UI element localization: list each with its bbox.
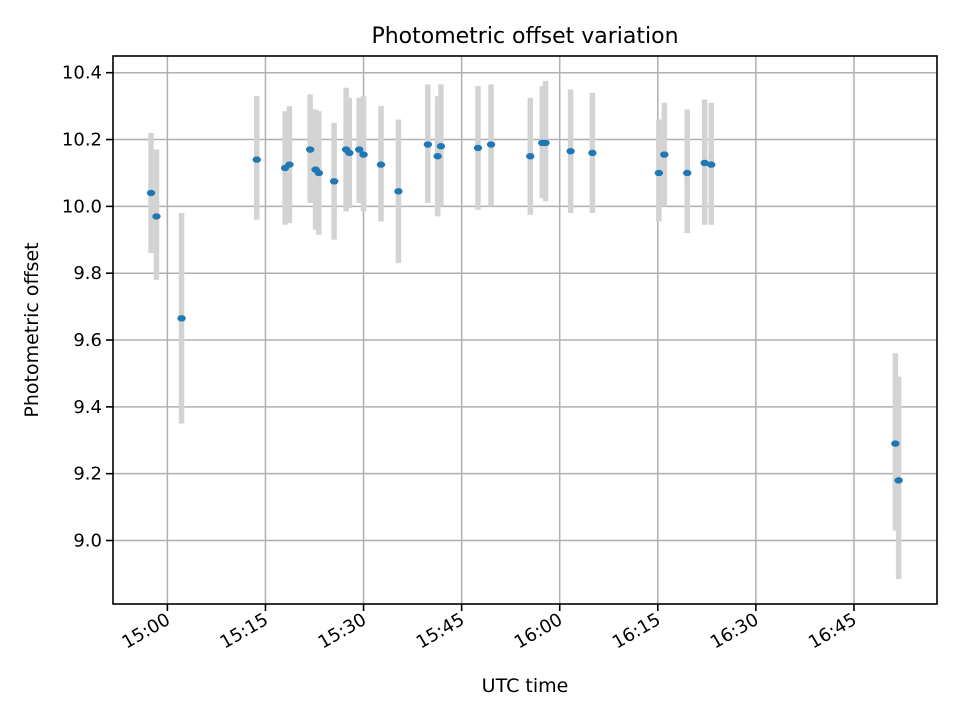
y-axis-ticks: 9.0 9.2 9.4 9.6 9.8 10.0 10.2 10.4: [62, 63, 113, 552]
data-point: [305, 146, 315, 153]
data-point: [394, 188, 403, 195]
data-point: [588, 149, 597, 157]
data-point: [706, 161, 716, 168]
x-tick-label: 15:30: [315, 609, 370, 653]
x-tick-label: 15:45: [413, 609, 468, 653]
data-point: [486, 141, 496, 148]
data-point: [541, 139, 550, 147]
data-point: [423, 141, 433, 148]
data-point: [433, 153, 442, 160]
x-tick-label: 16:30: [707, 609, 762, 653]
data-points: [146, 139, 903, 484]
data-point: [683, 169, 692, 177]
plot-frame: [112, 55, 938, 605]
data-point: [526, 153, 535, 160]
data-point: [152, 213, 161, 220]
data-point: [359, 151, 368, 158]
data-point: [660, 151, 669, 158]
data-point: [376, 161, 386, 168]
chart-title: Photometric offset variation: [371, 24, 678, 49]
y-tick-label: 10.2: [62, 130, 102, 151]
data-point: [894, 477, 903, 484]
data-point: [177, 315, 186, 322]
data-point: [354, 146, 364, 153]
y-tick-label: 9.0: [73, 531, 102, 552]
data-point: [566, 148, 575, 155]
y-tick-label: 9.8: [73, 263, 102, 284]
x-tick-label: 16:15: [609, 609, 664, 653]
y-tick-label: 9.2: [73, 464, 102, 485]
x-axis-label: UTC time: [482, 675, 569, 697]
x-tick-label: 16:00: [511, 609, 566, 653]
data-point: [285, 161, 294, 168]
y-tick-label: 10.4: [62, 63, 102, 84]
grid-lines: [113, 56, 937, 604]
data-point: [329, 178, 339, 185]
error-bars: [148, 81, 902, 579]
x-tick-label: 15:15: [217, 609, 272, 653]
data-point: [436, 143, 446, 150]
data-point: [473, 144, 483, 152]
x-axis-ticks: 15:00 15:15 15:30 15:45 16:00 16:15 16:30 16:45: [118, 604, 860, 653]
y-tick-label: 9.6: [73, 330, 102, 351]
x-tick-label: 16:45: [805, 609, 860, 653]
data-point: [700, 159, 709, 167]
data-point: [345, 149, 354, 157]
data-point: [314, 169, 324, 177]
y-tick-label: 9.4: [73, 397, 102, 418]
y-tick-label: 10.0: [62, 196, 102, 217]
data-point: [146, 189, 156, 197]
data-point: [252, 156, 261, 163]
data-point: [891, 440, 900, 447]
data-point: [654, 169, 664, 177]
y-axis-label: Photometric offset: [21, 242, 43, 417]
x-tick-label: 15:00: [118, 609, 173, 653]
